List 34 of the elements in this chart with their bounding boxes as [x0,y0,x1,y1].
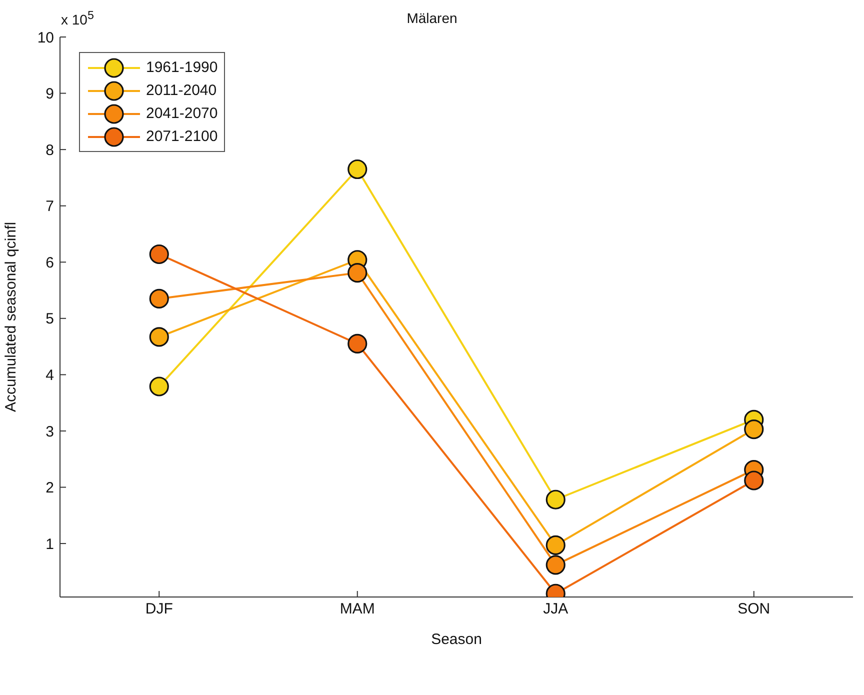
y-tick-label: 8 [46,142,54,159]
point [744,470,764,490]
y-tick-label: 1 [46,536,54,553]
y-axis-title: Accumulated seasonal qcinfl [2,222,20,412]
x-tick-label: DJF [145,600,173,618]
point [744,419,764,440]
y-tick-label: 10 [37,29,54,46]
text: x 10$^{5}$ [61,9,94,28]
y-tick-label: 5 [46,310,54,328]
point [546,535,566,556]
point [546,555,566,575]
y-tick-label: 6 [46,254,54,272]
legend-label: 2071-2100 [146,128,218,145]
legend-label: 1961-1990 [146,59,218,76]
chart-title: Mälaren [406,10,458,26]
legend-label: 2011-2040 [146,82,217,99]
point [149,327,169,347]
x-tick-label: JJA [543,600,568,618]
legend-label: 2041-2070 [146,105,218,122]
y-tick-label: 7 [46,198,54,216]
point [149,244,169,264]
y-tick-label: 3 [46,423,54,440]
point [348,334,368,354]
x-axis-title: Season [431,631,482,648]
point [348,263,368,283]
x-tick-label: MAM [340,600,375,618]
x-tick-label: SON [738,600,770,618]
point [546,490,566,510]
y-tick-label: 2 [46,480,54,497]
point [149,288,169,309]
point [348,159,368,180]
point [149,376,169,396]
y-tick-label: 9 [46,86,54,103]
y-tick-label: 4 [46,367,54,384]
